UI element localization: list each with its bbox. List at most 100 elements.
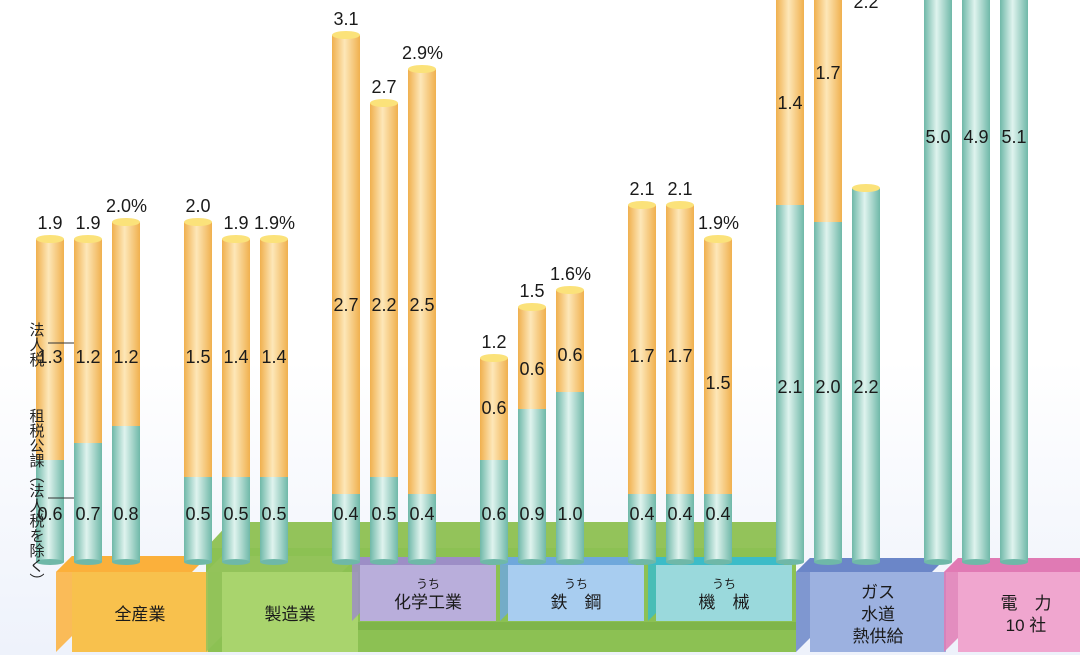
bar-foot [628,559,656,565]
value-label-total: 2.1 [629,179,654,199]
bar-foot [852,559,880,565]
value-label-lower: 0.8 [113,504,138,524]
bar-segment-upper [184,222,212,477]
value-label-lower: 1.0 [557,504,582,524]
value-label-upper: 0.6 [557,345,582,365]
value-label-upper: 2.5 [409,295,434,315]
value-label-upper: 1.7 [667,346,692,366]
category-prefix: うち [564,577,588,591]
bar-segment-lower [556,392,584,562]
bar-segment-lower [74,443,102,562]
value-label-total: 2.0 [185,196,210,216]
value-label-lower: 2.2 [853,377,878,397]
bar-foot [924,559,952,565]
bar-foot [962,559,990,565]
bar-foot [222,559,250,565]
value-label-lower: 0.4 [705,504,730,524]
bar-segment-lower [408,494,436,562]
bar-cap [518,303,546,311]
bar-cap [260,235,288,243]
value-label-lower: 0.6 [481,504,506,524]
bar-cap [408,65,436,73]
pedestal-front [958,572,1080,652]
value-label-lower: 0.9 [519,504,544,524]
value-label-total: 1.5 [519,281,544,301]
pedestal-front [656,565,792,621]
bar-segment-upper [112,222,140,426]
value-label-total: 2.0% [106,196,147,216]
bar-segment-upper [222,239,250,477]
category-label: ガス [861,583,895,602]
value-label-upper: 1.4 [223,347,248,367]
value-label-lower: 0.6 [37,504,62,524]
value-label-lower: 4.9 [963,127,988,147]
value-label-total: 3.1 [333,9,358,29]
category-prefix: うち [712,577,736,591]
value-label-upper: 2.2 [371,295,396,315]
bar-segment-upper [628,205,656,494]
category-label: 電 力 [1001,594,1052,613]
bar-foot [112,559,140,565]
value-label-upper: 1.7 [629,346,654,366]
bar-foot [260,559,288,565]
bar-segment-lower [814,222,842,562]
bar-cap [36,235,64,243]
value-label-total: 2.2 [853,0,878,12]
bar-cap [74,235,102,243]
value-label-lower: 0.4 [629,504,654,524]
bar-foot [370,559,398,565]
value-label-total: 2.1 [667,179,692,199]
pedestal-side [352,557,360,621]
category-label: 10 社 [1006,616,1047,635]
category-label: 水道 [861,605,895,624]
value-label-upper: 2.7 [333,295,358,315]
category-label: 熱供給 [853,627,904,646]
bar-segment-lower [184,477,212,562]
bar-segment-upper [408,69,436,494]
bar-segment-upper [370,103,398,477]
bar-segment-upper [260,239,288,477]
bar-segment-upper [556,290,584,392]
bar-foot [408,559,436,565]
value-label-total: 1.9% [254,213,295,233]
pedestal-side [648,557,656,621]
bar-segment-upper [814,0,842,222]
pedestal-front [72,572,208,652]
bar-segment-lower [924,0,952,562]
pedestal-front [810,572,946,652]
value-label-total: 1.6% [550,264,591,284]
category-label: 化学工業 [394,593,462,612]
bar-segment-lower [852,188,880,562]
value-label-total: 1.9 [75,213,100,233]
bar-segment-lower [36,460,64,562]
value-label-upper: 0.6 [481,398,506,418]
bar-cap [666,201,694,209]
value-label-lower: 0.5 [223,504,248,524]
value-label-lower: 5.0 [925,127,950,147]
bar-foot [518,559,546,565]
value-label-total: 1.2 [481,332,506,352]
value-label-lower: 0.5 [185,504,210,524]
bar-segment-lower [222,477,250,562]
value-label-total: 1.9% [698,213,739,233]
legend-lower-label: 租税公課（法人税を除く） [28,408,45,588]
category-label: 製造業 [265,605,316,624]
bar-segment-lower [962,0,990,562]
value-label-upper: 1.7 [815,63,840,83]
pedestal-front [222,572,358,652]
bar-cap [112,218,140,226]
bar-foot [556,559,584,565]
value-label-lower: 0.7 [75,504,100,524]
bar-segment-lower [628,494,656,562]
bar-segment-upper [332,35,360,494]
bar-segment-lower [1000,0,1028,562]
value-label-total: 2.9% [402,43,443,63]
value-label-lower: 0.4 [667,504,692,524]
legend-upper-label: 法人税 [28,322,45,368]
bar-foot [776,559,804,565]
value-label-lower: 2.1 [777,377,802,397]
bar-segment-lower [332,494,360,562]
bar-foot [666,559,694,565]
value-label-lower: 0.5 [371,504,396,524]
